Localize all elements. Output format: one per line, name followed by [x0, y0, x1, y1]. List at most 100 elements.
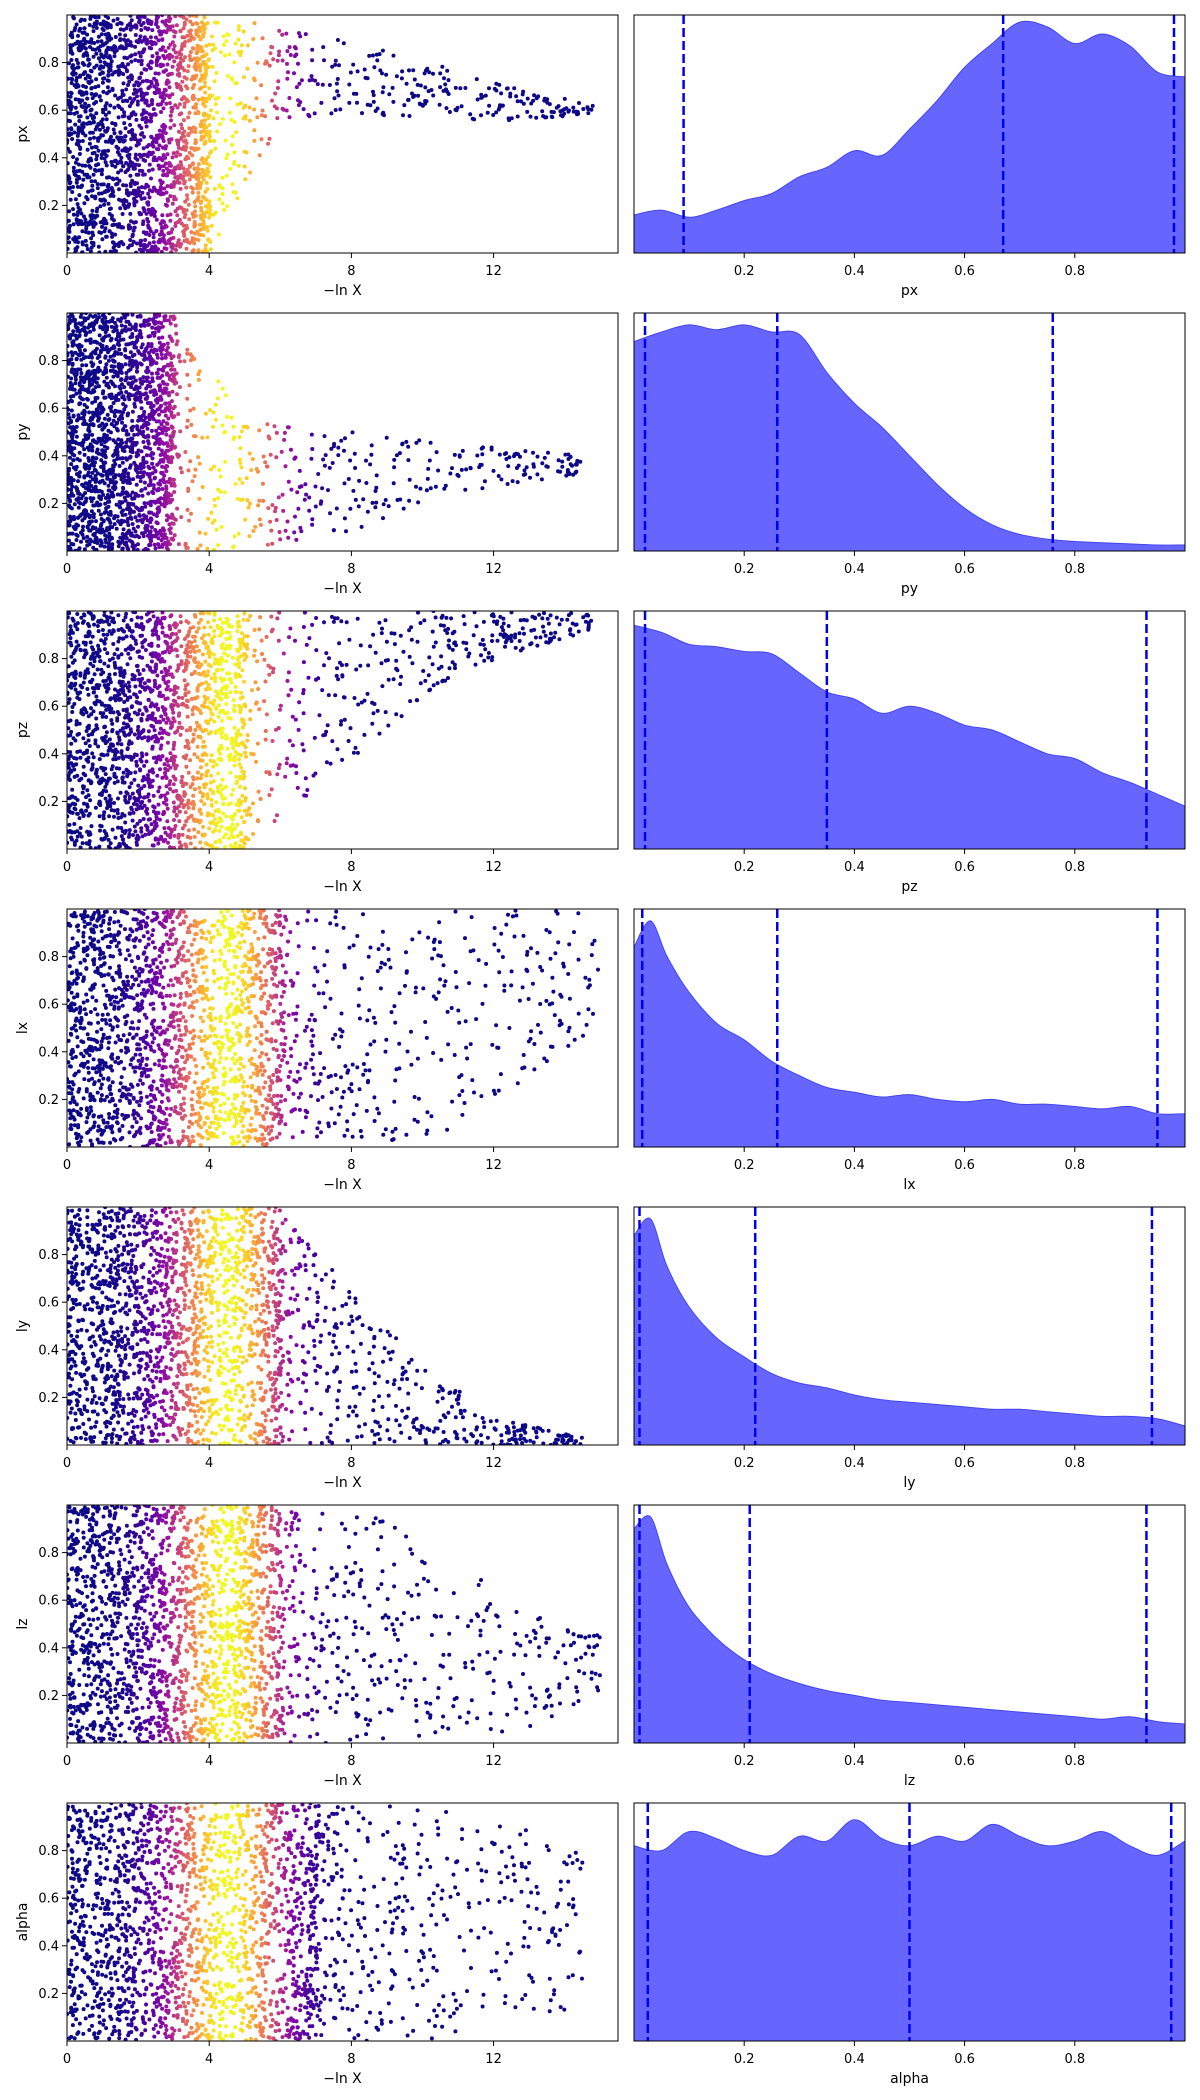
scatter-point: [110, 234, 114, 239]
scatter-point: [95, 376, 100, 381]
scatter-point: [156, 536, 161, 541]
scatter-point: [171, 168, 176, 173]
scatter-point: [166, 391, 171, 395]
scatter-point: [230, 182, 235, 187]
scatter-point: [128, 225, 133, 230]
scatter-point: [165, 759, 170, 764]
scatter-point: [132, 196, 136, 201]
scatter-point: [183, 138, 188, 143]
scatter-point: [128, 463, 133, 468]
scatter-point: [218, 662, 222, 667]
scatter-point: [411, 68, 416, 73]
scatter-point: [342, 481, 347, 486]
scatter-point: [73, 197, 78, 202]
scatter-point: [221, 34, 226, 39]
scatter-point: [82, 201, 87, 206]
scatter-point: [275, 116, 280, 121]
scatter-point: [105, 175, 109, 180]
scatter-point: [124, 390, 129, 394]
scatter-point: [260, 108, 265, 113]
scatter-point: [93, 313, 98, 318]
scatter-point: [143, 415, 148, 420]
scatter-point: [71, 414, 76, 419]
scatter-point: [114, 182, 119, 187]
scatter-point: [94, 456, 98, 461]
scatter-point: [282, 430, 287, 435]
scatter-point: [235, 102, 240, 107]
scatter-point: [67, 236, 70, 241]
scatter-point: [145, 18, 150, 23]
scatter-point: [174, 23, 179, 28]
scatter-point: [178, 152, 183, 157]
scatter-point: [407, 68, 411, 73]
scatter-point: [180, 126, 184, 131]
scatter-point: [147, 322, 152, 327]
scatter-point: [161, 45, 165, 50]
scatter-point: [79, 184, 84, 189]
scatter-point: [103, 226, 108, 231]
scatter-point: [332, 96, 337, 101]
scatter-point: [266, 506, 271, 511]
scatter-point: [95, 471, 100, 476]
scatter-point: [97, 168, 101, 173]
scatter-point: [112, 414, 117, 419]
posterior-density-area: [633, 20, 1186, 254]
scatter-point: [86, 103, 91, 108]
scatter-point: [163, 49, 168, 54]
scatter-point: [152, 534, 157, 539]
scatter-point: [157, 500, 162, 505]
scatter-point: [380, 71, 384, 76]
scatter-point: [134, 199, 139, 204]
scatter-point: [112, 131, 117, 136]
scatter-point: [100, 391, 105, 396]
scatter-point: [78, 73, 83, 78]
scatter-point: [191, 93, 196, 98]
scatter-point: [145, 518, 150, 523]
scatter-point: [186, 486, 191, 491]
scatter-point: [76, 417, 80, 422]
scatter-point: [84, 437, 89, 441]
scatter-point: [94, 157, 99, 162]
scatter-point: [236, 163, 241, 168]
scatter-point: [102, 216, 107, 221]
scatter-point: [101, 337, 106, 342]
scatter-point: [184, 237, 189, 242]
scatter-point: [188, 50, 193, 55]
scatter-point: [252, 21, 257, 26]
scatter-point: [169, 336, 174, 341]
scatter-point: [132, 460, 137, 465]
scatter-point: [185, 347, 190, 352]
scatter-point: [227, 110, 232, 115]
scatter-point: [425, 66, 430, 71]
scatter-point: [252, 76, 256, 81]
scatter-point: [178, 186, 183, 191]
scatter-point: [578, 459, 583, 464]
scatter-point: [121, 410, 125, 415]
scatter-point: [107, 541, 112, 546]
scatter-point: [155, 352, 159, 357]
scatter-point: [165, 371, 170, 376]
scatter-point: [176, 166, 181, 171]
scatter-point: [79, 530, 83, 535]
scatter-point: [153, 209, 157, 214]
scatter-point: [208, 175, 213, 180]
scatter-point: [157, 383, 162, 388]
scatter-point: [87, 429, 92, 434]
scatter-point: [483, 93, 488, 98]
axes-frame: [633, 14, 1186, 254]
scatter-point: [556, 458, 561, 463]
scatter-point: [535, 454, 540, 459]
scatter-point: [131, 239, 136, 244]
scatter-point: [69, 127, 74, 132]
scatter-point: [74, 180, 79, 185]
scatter-point: [190, 85, 195, 90]
scatter-point: [184, 185, 189, 190]
scatter-point: [121, 81, 126, 86]
scatter-point: [160, 544, 165, 549]
scatter-point: [112, 105, 117, 110]
scatter-point: [204, 411, 208, 416]
scatter-point: [310, 447, 315, 451]
scatter-point: [176, 542, 181, 547]
scatter-point: [71, 478, 76, 483]
scatter-point: [100, 478, 105, 483]
